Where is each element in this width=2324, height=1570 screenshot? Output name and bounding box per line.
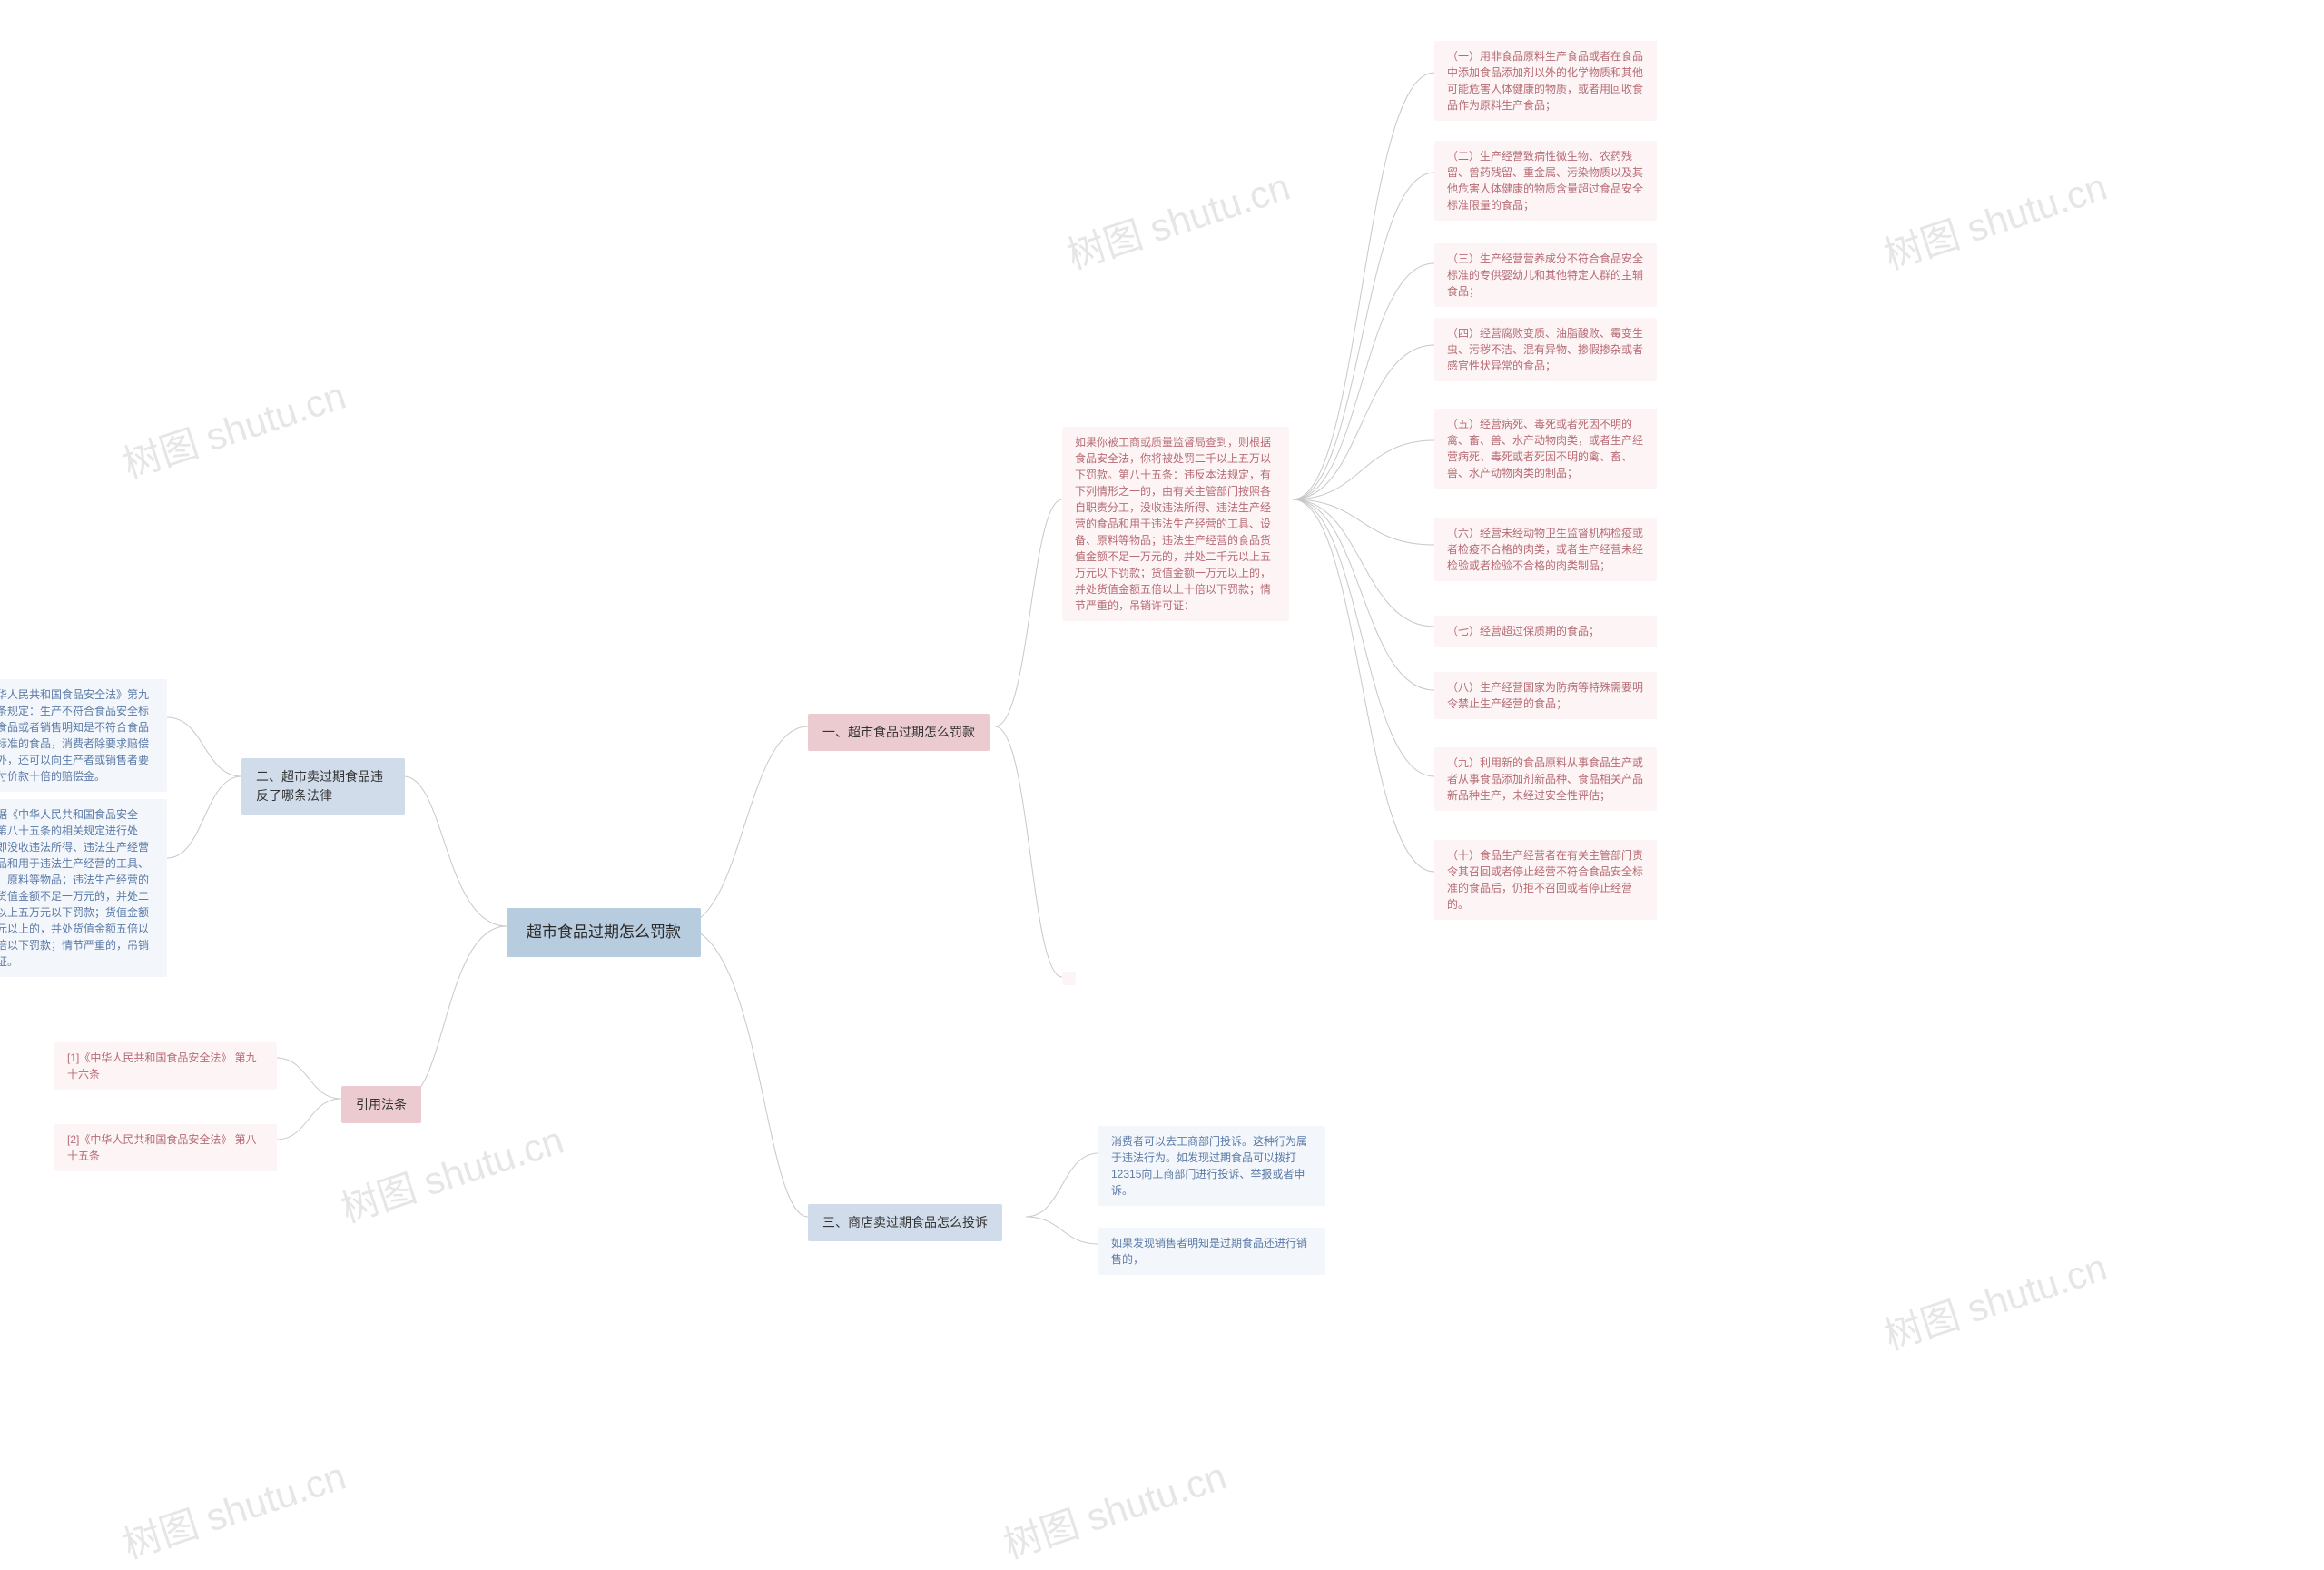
b1-item-8: （八）生产经营国家为防病等特殊需要明令禁止生产经营的食品； [1434, 672, 1657, 719]
b3-item-2: 如果发现销售者明知是过期食品还进行销售的， [1098, 1228, 1325, 1275]
b1-item-4: （四）经营腐败变质、油脂酸败、霉变生虫、污秽不洁、混有异物、掺假掺杂或者感官性状… [1434, 318, 1657, 381]
branch1-main-text: 如果你被工商或质量监督局查到，则根据食品安全法，你将被处罚二千以上五万以下罚款。… [1062, 427, 1289, 621]
branch-2: 二、超市卖过期食品违反了哪条法律 [241, 758, 405, 815]
root-node: 超市食品过期怎么罚款 [507, 908, 701, 957]
b1-item-7: （七）经营超过保质期的食品； [1434, 616, 1657, 647]
b1-item-1: （一）用非食品原料生产食品或者在食品中添加食品添加剂以外的化学物质和其他可能危害… [1434, 41, 1657, 121]
b1-item-6: （六）经营未经动物卫生监督机构检疫或者检疫不合格的肉类，或者生产经营未经检验或者… [1434, 518, 1657, 581]
watermark: 树图 shutu.cn [996, 1446, 1233, 1570]
watermark: 树图 shutu.cn [1876, 156, 2113, 281]
branch-4: 引用法条 [341, 1086, 421, 1123]
b3-item-1: 消费者可以去工商部门投诉。这种行为属于违法行为。如发现过期食品可以拨打12315… [1098, 1126, 1325, 1206]
watermark: 树图 shutu.cn [1876, 1237, 2113, 1361]
b1-item-2: （二）生产经营致病性微生物、农药残留、兽药残留、重金属、污染物质以及其他危害人体… [1434, 141, 1657, 221]
watermark: 树图 shutu.cn [115, 1446, 352, 1570]
b4-item-1: [1]《中华人民共和国食品安全法》 第九十六条 [54, 1042, 277, 1090]
watermark: 树图 shutu.cn [333, 1110, 570, 1234]
watermark: 树图 shutu.cn [1059, 156, 1296, 281]
b1-item-3: （三）生产经营营养成分不符合食品安全标准的专供婴幼儿和其他特定人群的主辅食品； [1434, 243, 1657, 307]
watermark: 树图 shutu.cn [115, 365, 352, 489]
b1-item-5: （五）经营病死、毒死或者死因不明的禽、畜、兽、水产动物肉类，或者生产经营病死、毒… [1434, 409, 1657, 489]
b4-item-2: [2]《中华人民共和国食品安全法》 第八十五条 [54, 1124, 277, 1171]
b2-item-1: 《中华人民共和国食品安全法》第九十六条规定：生产不符合食品安全标准的食品或者销售… [0, 679, 167, 792]
branch-1: 一、超市食品过期怎么罚款 [808, 714, 990, 751]
branch-3: 三、商店卖过期食品怎么投诉 [808, 1204, 1002, 1241]
b1-item-10: （十）食品生产经营者在有关主管部门责令其召回或者停止经营不符合食品安全标准的食品… [1434, 840, 1657, 920]
b2-item-2: 并依据《中华人民共和国食品安全法》第八十五条的相关规定进行处罚，即没收违法所得、… [0, 799, 167, 977]
branch1-small-box [1062, 972, 1076, 985]
b1-item-9: （九）利用新的食品原料从事食品生产或者从事食品添加剂新品种、食品相关产品新品种生… [1434, 747, 1657, 811]
